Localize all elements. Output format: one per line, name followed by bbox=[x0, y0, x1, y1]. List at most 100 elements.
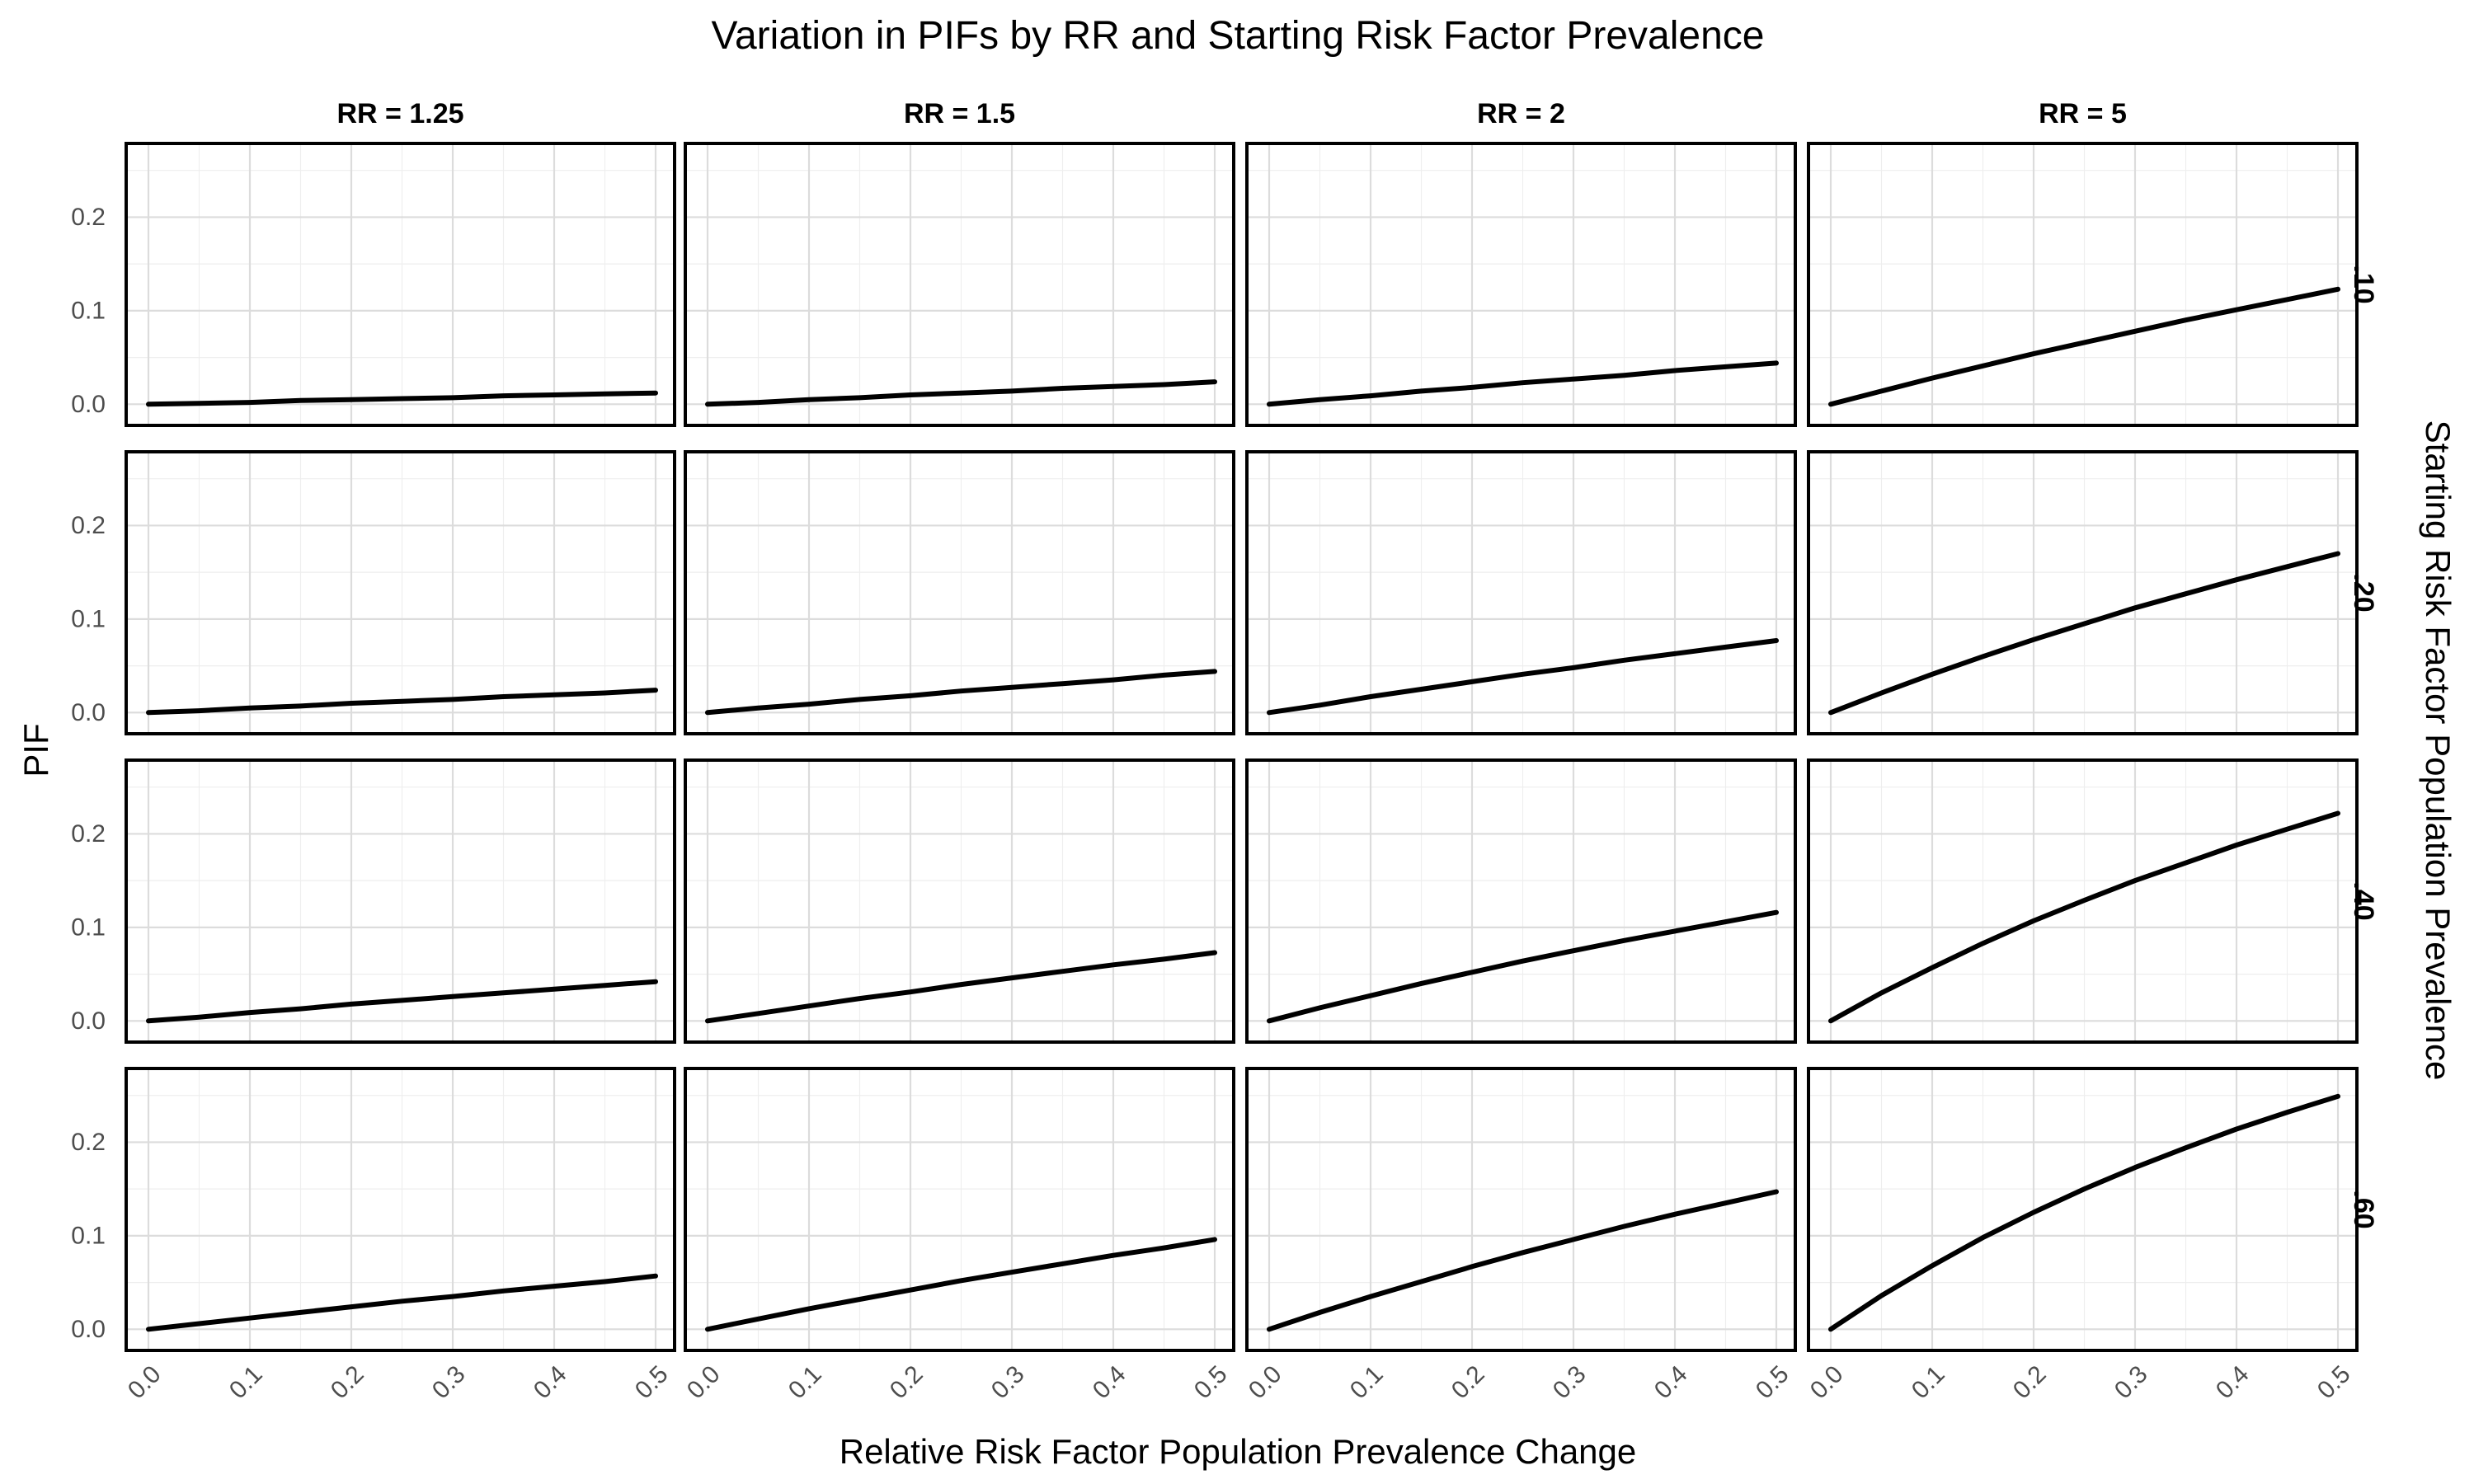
panel-border bbox=[125, 142, 676, 427]
panel-border bbox=[125, 450, 676, 735]
x-tick-label: 0.1 bbox=[224, 1360, 268, 1404]
panel: 0.0 0.1 0.2 0.3 0.4 0.5 bbox=[1244, 1067, 1797, 1404]
y-tick-label: 0.2 bbox=[71, 512, 106, 539]
panel-gridlines bbox=[1808, 452, 2357, 734]
row-strip-label: .10 bbox=[2348, 265, 2379, 303]
panel-gridlines bbox=[1808, 760, 2357, 1042]
row-strip-label: .40 bbox=[2348, 881, 2379, 920]
pif-series-line bbox=[146, 390, 658, 407]
x-tick-label: 0.5 bbox=[2312, 1360, 2356, 1404]
y-tick-label: 0.0 bbox=[71, 699, 106, 726]
panel-border bbox=[125, 758, 676, 1044]
x-tick-label: 0.2 bbox=[326, 1360, 369, 1404]
x-tick-label: 0.4 bbox=[529, 1360, 572, 1404]
panel-gridlines bbox=[1808, 143, 2357, 425]
panel-gridlines bbox=[1247, 1068, 1795, 1350]
panel: 0.0 0.1 0.2 0.0 0.1 0.2 0.3 0.4 0.5 bbox=[71, 1067, 676, 1404]
x-tick-label: 0.5 bbox=[630, 1360, 674, 1404]
y-tick-label: 0.2 bbox=[71, 820, 106, 848]
panel-border bbox=[684, 1067, 1235, 1352]
panel bbox=[1807, 758, 2359, 1044]
x-tick-label: 0.1 bbox=[1907, 1360, 1950, 1404]
panel bbox=[684, 758, 1235, 1044]
panel bbox=[1245, 450, 1797, 735]
panel-border bbox=[1245, 450, 1797, 735]
pif-series-line bbox=[1828, 551, 2340, 716]
column-strip-label: RR = 2 bbox=[1477, 98, 1565, 129]
panel-border bbox=[1245, 1067, 1797, 1352]
panel bbox=[1807, 142, 2359, 427]
chart-title: Variation in PIFs by RR and Starting Ris… bbox=[712, 14, 1765, 58]
panel-gridlines bbox=[685, 143, 1234, 425]
pif-series-line bbox=[1828, 810, 2340, 1024]
row-strip-label: .60 bbox=[2348, 1190, 2379, 1228]
panel-gridlines bbox=[1247, 452, 1795, 734]
y-tick-label: 0.1 bbox=[71, 297, 106, 324]
y-tick-label: 0.0 bbox=[71, 1007, 106, 1035]
pif-series-line bbox=[1267, 1189, 1779, 1332]
x-tick-label: 0.5 bbox=[1751, 1360, 1794, 1404]
panel: 0.0 0.1 0.2 bbox=[71, 758, 676, 1044]
panel-gridlines bbox=[685, 1068, 1234, 1350]
x-tick-label: 0.0 bbox=[682, 1360, 726, 1404]
panel-border bbox=[1807, 450, 2359, 735]
column-strip-label: RR = 1.5 bbox=[904, 98, 1015, 129]
panel-gridlines bbox=[1247, 143, 1795, 425]
x-tick-label: 0.0 bbox=[1244, 1360, 1287, 1404]
x-tick-label: 0.4 bbox=[1088, 1360, 1131, 1404]
x-axis-title: Relative Risk Factor Population Prevalen… bbox=[840, 1432, 1637, 1471]
row-strip-label: .20 bbox=[2348, 573, 2379, 612]
panel bbox=[1245, 758, 1797, 1044]
pif-series-line bbox=[1828, 286, 2340, 407]
column-strip-label: RR = 5 bbox=[2039, 98, 2127, 129]
x-tick-label: 0.3 bbox=[986, 1360, 1030, 1404]
panel bbox=[1245, 142, 1797, 427]
pif-series-line bbox=[146, 688, 658, 716]
x-tick-label: 0.2 bbox=[885, 1360, 929, 1404]
panel bbox=[684, 142, 1235, 427]
panel-border bbox=[684, 450, 1235, 735]
x-tick-label: 0.1 bbox=[783, 1360, 827, 1404]
panel-border bbox=[125, 1067, 676, 1352]
y-tick-label: 0.1 bbox=[71, 605, 106, 632]
panel-gridlines bbox=[126, 452, 675, 734]
y-tick-label: 0.2 bbox=[71, 1129, 106, 1156]
x-tick-label: 0.3 bbox=[1548, 1360, 1592, 1404]
pif-series-line bbox=[1267, 638, 1779, 716]
panel-border bbox=[684, 142, 1235, 427]
panel: 0.0 0.1 0.2 0.3 0.4 0.5 bbox=[1805, 1067, 2359, 1404]
y-tick-label: 0.0 bbox=[71, 391, 106, 418]
x-tick-label: 0.2 bbox=[2008, 1360, 2052, 1404]
panel: 0.0 0.1 0.2 0.3 0.4 0.5 bbox=[682, 1067, 1235, 1404]
panel-gridlines bbox=[126, 1068, 675, 1350]
pif-series-line bbox=[705, 669, 1217, 716]
x-tick-label: 0.3 bbox=[2109, 1360, 2153, 1404]
x-tick-label: 0.3 bbox=[427, 1360, 471, 1404]
x-tick-label: 0.1 bbox=[1345, 1360, 1389, 1404]
panel-gridlines bbox=[685, 760, 1234, 1042]
panel-gridlines bbox=[126, 143, 675, 425]
y-tick-label: 0.2 bbox=[71, 204, 106, 231]
row-strip-title: Starting Risk Factor Population Prevalen… bbox=[2419, 420, 2458, 1081]
x-tick-label: 0.5 bbox=[1189, 1360, 1233, 1404]
panel bbox=[684, 450, 1235, 735]
panel-border bbox=[1807, 1067, 2359, 1352]
x-tick-label: 0.0 bbox=[1805, 1360, 1849, 1404]
panel-gridlines bbox=[1247, 760, 1795, 1042]
x-tick-label: 0.0 bbox=[123, 1360, 167, 1404]
panel-border bbox=[1245, 758, 1797, 1044]
y-tick-label: 0.0 bbox=[71, 1316, 106, 1343]
panel-gridlines bbox=[126, 760, 675, 1042]
panel-gridlines bbox=[685, 452, 1234, 734]
y-tick-label: 0.1 bbox=[71, 1222, 106, 1249]
x-tick-label: 0.4 bbox=[1649, 1360, 1693, 1404]
pif-series-line bbox=[146, 979, 658, 1024]
pif-series-line bbox=[1267, 360, 1779, 407]
pif-series-line bbox=[705, 1237, 1217, 1332]
panel-border bbox=[1807, 758, 2359, 1044]
panel-grid: RR = 1.25 RR = 1.5 RR = 2 RR = 5 .10 .20 .40 .6… bbox=[71, 98, 2379, 1404]
panel-border bbox=[1245, 142, 1797, 427]
pif-series-line bbox=[146, 1273, 658, 1332]
x-tick-label: 0.2 bbox=[1446, 1360, 1490, 1404]
